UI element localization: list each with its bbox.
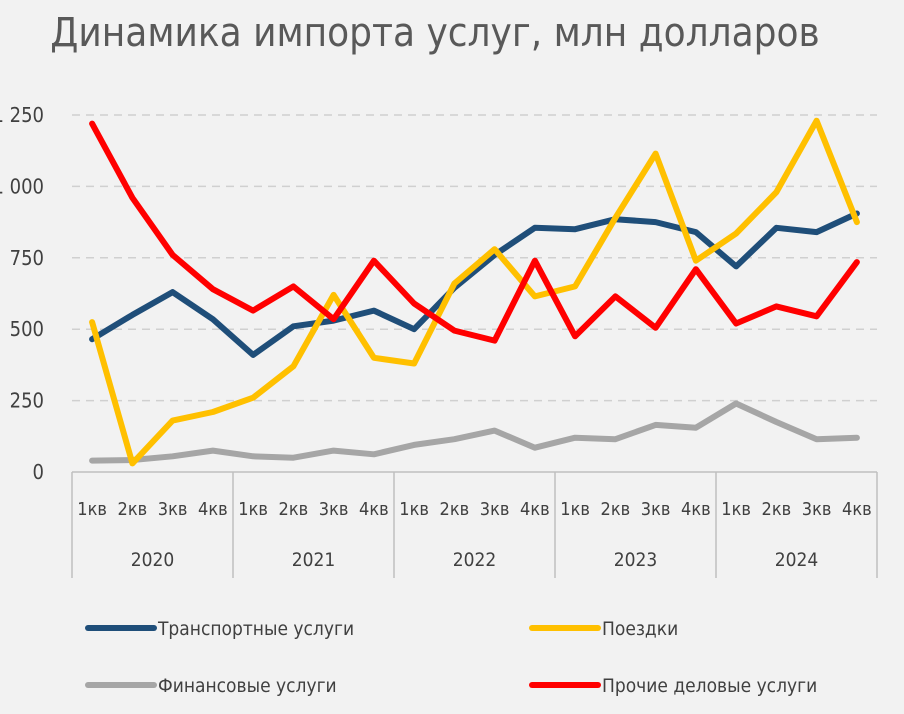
x-tick-label: 1кв bbox=[238, 499, 268, 520]
x-tick-label: 3кв bbox=[480, 499, 510, 520]
legend-label: Прочие деловые услуги bbox=[602, 675, 817, 697]
x-tick-label: 3кв bbox=[641, 499, 671, 520]
x-tick-label: 1кв bbox=[77, 499, 107, 520]
x-tick-label: 4кв bbox=[520, 499, 550, 520]
y-tick-label: 1 000 bbox=[0, 174, 44, 198]
x-tick-label: 2кв bbox=[440, 499, 470, 520]
series-line-2 bbox=[89, 400, 860, 464]
x-tick-label: 2кв bbox=[279, 499, 309, 520]
year-label: 2022 bbox=[453, 549, 497, 571]
y-tick-label: 500 bbox=[10, 317, 44, 341]
legend-label: Поездки bbox=[602, 618, 678, 640]
y-tick-label: 1 250 bbox=[0, 103, 44, 127]
legend-label: Финансовые услуги bbox=[158, 675, 337, 697]
year-label: 2021 bbox=[292, 549, 336, 571]
y-axis: 0 250 500 750 1 000 1 250 bbox=[0, 103, 44, 484]
series-line-1 bbox=[89, 117, 860, 467]
y-tick-label: 0 bbox=[33, 460, 44, 484]
x-tick-label: 4кв bbox=[359, 499, 389, 520]
data-series bbox=[89, 117, 860, 467]
x-tick-label: 4кв bbox=[842, 499, 872, 520]
x-tick-label: 3кв bbox=[319, 499, 349, 520]
grid-lines bbox=[72, 114, 877, 402]
legend: Транспортные услуги Поездки Финансовые усл… bbox=[85, 618, 817, 697]
x-tick-label: 1кв bbox=[560, 499, 590, 520]
x-tick-label: 2кв bbox=[118, 499, 148, 520]
series-line-0 bbox=[89, 210, 860, 358]
chart-title: Динамика импорта услуг, млн долларов bbox=[50, 10, 819, 56]
legend-label: Транспортные услуги bbox=[157, 618, 354, 640]
x-tick-label: 2кв bbox=[601, 499, 631, 520]
x-tick-label: 1кв bbox=[399, 499, 429, 520]
x-tick-label: 4кв bbox=[681, 499, 711, 520]
x-tick-label: 4кв bbox=[198, 499, 228, 520]
y-tick-label: 250 bbox=[10, 389, 44, 413]
year-label: 2024 bbox=[775, 549, 819, 571]
year-label: 2023 bbox=[614, 549, 658, 571]
y-tick-label: 750 bbox=[10, 246, 44, 270]
x-tick-label: 3кв bbox=[802, 499, 832, 520]
x-tick-label: 2кв bbox=[762, 499, 792, 520]
x-tick-label: 1кв bbox=[721, 499, 751, 520]
x-axis: 1кв 2кв 3кв 4кв 2020 1кв 2кв 3кв 4кв 2021 1кв 2кв 3к… bbox=[71, 471, 878, 578]
x-tick-label: 3кв bbox=[158, 499, 188, 520]
series-line-3 bbox=[89, 120, 860, 344]
year-label: 2020 bbox=[131, 549, 175, 571]
